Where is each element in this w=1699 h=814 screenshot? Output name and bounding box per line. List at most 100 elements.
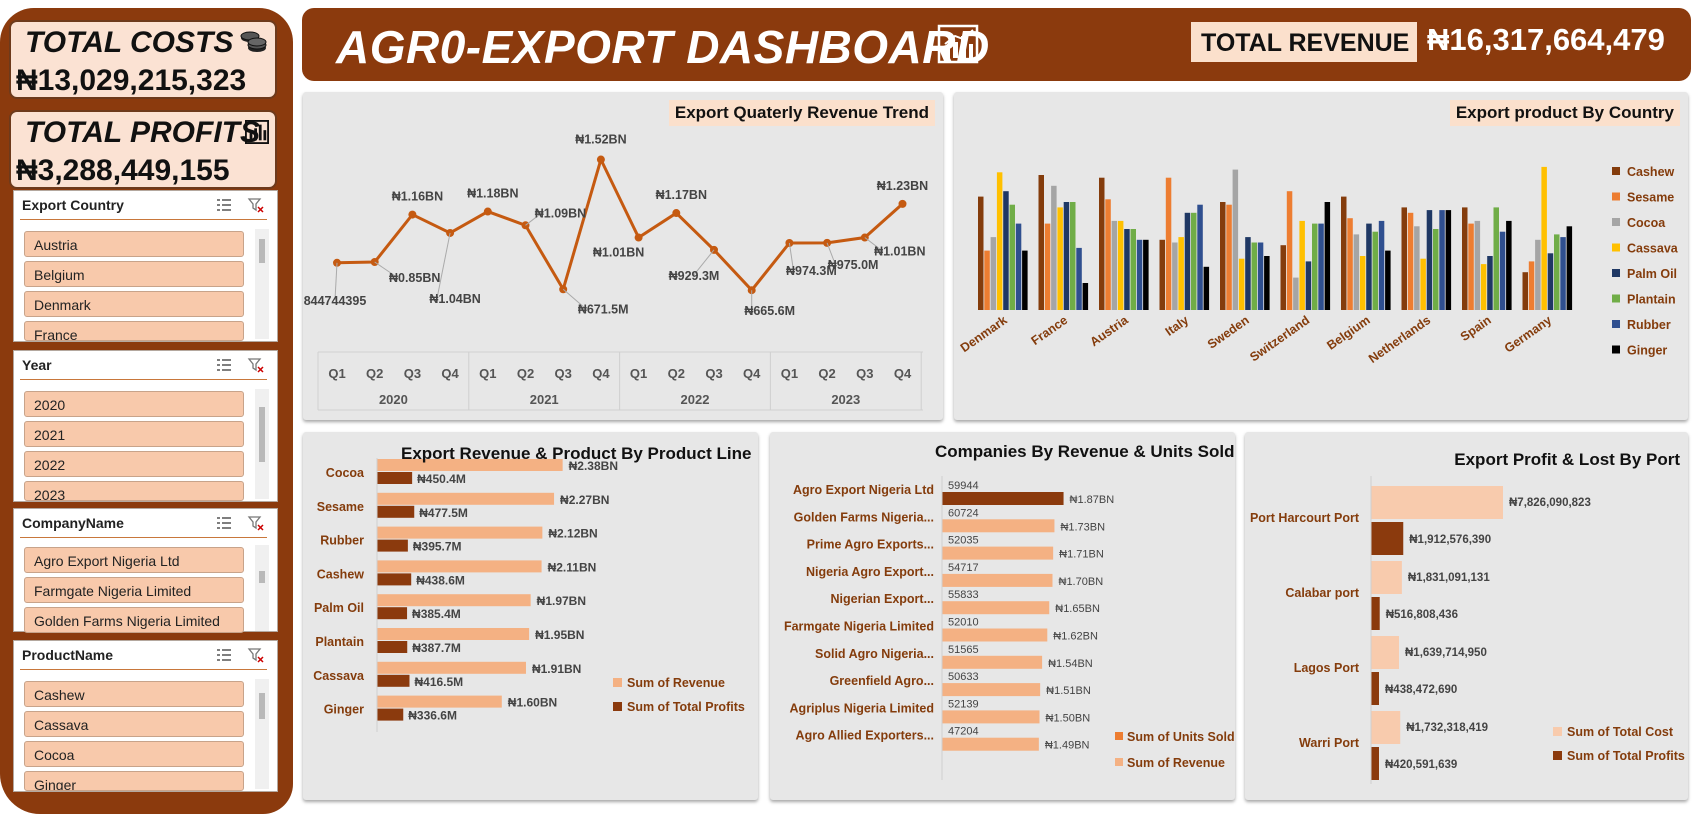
x-group-label: 2022 [681, 392, 710, 407]
scrollbar[interactable] [255, 389, 269, 499]
legend-label: Palm Oil [1627, 267, 1677, 281]
x-tick-label: Q3 [856, 366, 873, 381]
bar [1220, 202, 1226, 310]
slicer-product-name: ProductName Cashew Cassava Cocoa Ginger [13, 640, 278, 792]
scrollbar[interactable] [255, 229, 269, 339]
bar [990, 237, 997, 310]
data-label: ₦1.62BN [1053, 631, 1098, 643]
bar [377, 526, 543, 539]
slicer-item[interactable]: Cashew [24, 681, 244, 707]
quarterly-revenue-chart: Q1 Q2 Q3 Q4 Q1 Q2 Q3 Q4 Q1 Q2 Q3 Q4 Q1 Q2 Q3 Q4 2020 2021… [304, 133, 928, 411]
bar [377, 641, 408, 653]
leader-line [693, 249, 715, 276]
total-costs-label: TOTAL COSTS [25, 26, 234, 59]
data-point [747, 286, 756, 295]
bar [1378, 220, 1385, 310]
bar [377, 573, 412, 586]
chart-title: Export Revenue & Product By Product Line [401, 444, 752, 463]
slicer-item[interactable]: 2020 [24, 391, 244, 417]
bar [1426, 210, 1433, 310]
data-label: ₦1.17BN [656, 188, 707, 202]
bar [1312, 223, 1318, 310]
y-tick-label: Port Harcourt Port [1250, 511, 1360, 525]
bar [377, 539, 408, 552]
x-tick-label: Q4 [441, 366, 459, 381]
x-tick-label: Germany [1502, 313, 1554, 356]
y-tick-label: Palm Oil [314, 601, 364, 615]
bar [1506, 220, 1512, 310]
bar-chart-icon [937, 24, 979, 64]
clear-filter-icon[interactable] [247, 514, 265, 532]
data-label: 52035 [948, 535, 979, 547]
slicer-item[interactable]: Belgium [24, 261, 244, 287]
bar [1366, 223, 1372, 310]
multi-select-icon[interactable] [215, 646, 233, 664]
bar [1051, 185, 1057, 310]
bar [1003, 191, 1009, 310]
coins-icon [240, 31, 267, 52]
bar [1353, 234, 1360, 310]
slicer-export-country: Export Country Austria Belgium Denmark F… [13, 190, 278, 342]
slicer-item[interactable]: Agro Export Nigeria Ltd [24, 547, 244, 573]
clear-filter-icon[interactable] [247, 196, 265, 214]
slicer-item[interactable]: Farmgate Nigeria Limited [24, 577, 244, 603]
slicer-item[interactable]: 2021 [24, 421, 244, 447]
clear-filter-icon[interactable] [247, 356, 265, 374]
data-label: ₦1.73BN [1060, 521, 1105, 533]
slicer-item[interactable]: Austria [24, 231, 244, 257]
y-tick-label: Prime Agro Exports... [807, 538, 934, 552]
slicer-item[interactable]: 2022 [24, 451, 244, 477]
slicer-title: Year [22, 357, 52, 373]
bar [377, 674, 410, 687]
slicer-item[interactable]: Cassava [24, 711, 244, 737]
legend-swatch [1115, 758, 1123, 766]
data-label: ₦1.54BN [1048, 658, 1093, 670]
multi-select-icon[interactable] [215, 514, 233, 532]
data-label: ₦1,639,714,950 [1405, 647, 1487, 659]
legend-label: Sum of Units Sold [1127, 730, 1235, 744]
data-label: ₦477.5M [419, 506, 468, 520]
slicer-item[interactable]: Denmark [24, 291, 244, 317]
x-group-label: 2023 [831, 392, 860, 407]
slicer-company-name: CompanyName Agro Export Nigeria Ltd Farm… [13, 508, 278, 633]
bar [1371, 561, 1402, 594]
leader-line [826, 242, 836, 265]
bar [377, 459, 563, 471]
clear-filter-icon[interactable] [247, 646, 265, 664]
bar [1238, 258, 1245, 310]
y-tick-label: Solid Agro Nigeria... [815, 647, 934, 661]
total-costs-value: ₦13,029,215,323 [16, 64, 247, 97]
legend-label: Cashew [1627, 165, 1675, 179]
data-label: ₦416.5M [414, 675, 463, 689]
x-tick-label: Denmark [958, 313, 1010, 355]
bar [1407, 212, 1414, 310]
slicer-item[interactable]: Ginger [24, 771, 244, 791]
x-tick-label: Q2 [517, 366, 534, 381]
y-tick-label: Lagos Port [1294, 661, 1360, 675]
legend-swatch [1612, 345, 1620, 354]
data-label: ₦1.71BN [1059, 549, 1104, 561]
data-label: 55833 [948, 589, 979, 601]
multi-select-icon[interactable] [215, 196, 233, 214]
total-profits-label: TOTAL PROFITS [25, 116, 261, 149]
bar [1487, 256, 1493, 310]
slicer-item[interactable]: Golden Farms Nigeria Limited [24, 607, 244, 633]
multi-select-icon[interactable] [215, 356, 233, 374]
slicer-item[interactable]: France [24, 321, 244, 341]
data-point [672, 209, 681, 218]
scrollbar[interactable] [255, 679, 269, 789]
slicer-year: Year 2020 2021 2022 2023 [13, 350, 278, 502]
data-label: 50633 [948, 671, 979, 683]
x-tick-label: Q1 [781, 366, 798, 381]
data-label: ₦1.87BN [1070, 494, 1115, 506]
data-label: ₦1.60BN [508, 696, 557, 710]
bar [1439, 210, 1445, 310]
scrollbar[interactable] [255, 545, 269, 631]
slicer-item[interactable]: 2023 [24, 481, 244, 501]
x-tick-label: Q3 [705, 366, 722, 381]
y-tick-label: Warri Port [1299, 736, 1360, 750]
data-label: ₦665.6M [744, 304, 795, 318]
bar [1172, 242, 1178, 310]
slicer-item[interactable]: Cocoa [24, 741, 244, 767]
bar [1286, 191, 1293, 310]
